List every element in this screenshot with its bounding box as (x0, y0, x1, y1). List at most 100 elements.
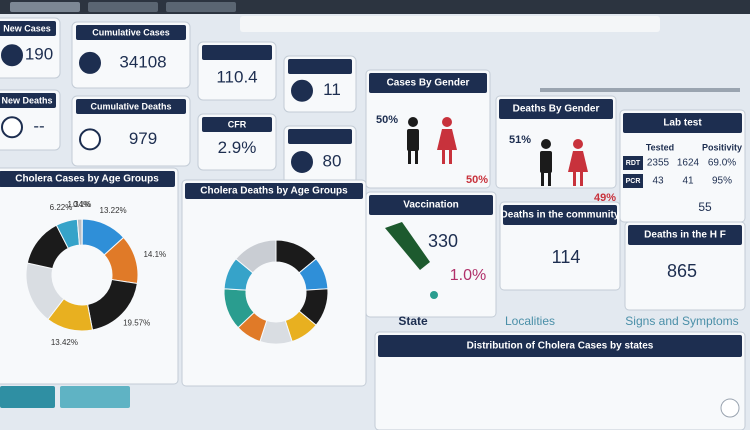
label: 50% (376, 114, 398, 126)
panel-title: Lab test (663, 118, 702, 129)
browser-tab[interactable] (166, 2, 236, 12)
panel-header (378, 335, 742, 357)
person-head (541, 139, 551, 149)
kpi-value: 80 (323, 151, 342, 170)
kpi-header (76, 25, 186, 40)
kpi-value: 2.9% (218, 138, 257, 157)
label: 865 (667, 261, 697, 281)
kpi-icon (79, 128, 101, 151)
lab-cell: 69.0% (708, 158, 736, 169)
panel (181, 179, 367, 387)
lab-cell: 95% (712, 176, 732, 187)
person-leg (573, 172, 576, 186)
address-bar[interactable] (240, 16, 660, 32)
kpi-icon (291, 79, 313, 102)
person-leg (408, 150, 411, 164)
label: Positivity (702, 142, 742, 152)
kpi-value: -- (33, 117, 44, 136)
panel-title: Vaccination (403, 200, 459, 211)
kpi-value: 11 (323, 80, 341, 99)
panel-title: Cholera Cases by Age Groups (15, 174, 159, 185)
kpi-header (0, 21, 56, 36)
lab-cell: 1624 (677, 158, 700, 169)
panel-header (369, 73, 487, 93)
browser-tab[interactable] (88, 2, 158, 12)
tab: Localities (505, 314, 555, 328)
person-leg (449, 150, 452, 164)
lab-cell: 41 (682, 176, 694, 187)
kpi-header (288, 129, 352, 144)
donut-segment (76, 218, 83, 246)
person-head (442, 117, 452, 127)
kpi-icon (1, 44, 23, 67)
data-label: 0.1% (73, 200, 91, 209)
kpi-title: Cumulative Deaths (90, 101, 171, 111)
kpi-value: 34108 (119, 52, 166, 71)
tab: Signs and Symptoms (625, 314, 738, 328)
label: 50% (466, 174, 488, 186)
data-label: 13.42% (51, 338, 78, 347)
kpi-icon (79, 51, 101, 74)
panel-title: Deaths By Gender (513, 104, 600, 115)
person-leg (415, 150, 418, 164)
panel-title: Deaths in the community (501, 210, 620, 221)
label: 55 (698, 200, 712, 214)
data-label: 1.34% (67, 200, 90, 209)
donut-segment (235, 239, 277, 274)
label: 114 (552, 247, 581, 267)
lab-chip (623, 174, 643, 188)
browser-tab[interactable] (10, 2, 80, 12)
panel-header (0, 171, 175, 187)
person-body (437, 129, 457, 150)
panel-title: Distribution of Cholera Cases by states (467, 341, 654, 352)
panel-header (185, 183, 363, 199)
kpi-title: CFR (228, 119, 247, 129)
kpi-header (202, 117, 272, 132)
data-label: 19.57% (123, 319, 150, 328)
label: 330 (428, 231, 458, 251)
zoom-button (720, 398, 740, 418)
kpi-title: New Deaths (1, 95, 52, 105)
data-label: 14.1% (143, 250, 166, 259)
label: Tested (646, 142, 674, 152)
panel (0, 167, 179, 385)
kpi-header (288, 59, 352, 74)
person-head (573, 139, 583, 149)
lab-cell: PCR (626, 178, 641, 185)
person-leg (580, 172, 583, 186)
vaccine-icon (385, 222, 430, 270)
kpi-title: New Cases (3, 23, 51, 33)
slider[interactable] (540, 88, 740, 92)
panel-header (623, 113, 742, 133)
kpi-value: 979 (129, 129, 157, 148)
tab: State (398, 314, 428, 328)
kpi-icon (1, 116, 23, 139)
panel-header (499, 99, 613, 119)
person-body (540, 151, 552, 173)
panel-header (369, 195, 493, 215)
panel (365, 69, 491, 189)
label: 51% (509, 134, 531, 146)
panel-title: Cholera Deaths by Age Groups (200, 186, 348, 197)
person-head (408, 117, 418, 127)
lab-cell: 43 (652, 176, 664, 187)
person-leg (548, 172, 551, 186)
nav-button[interactable] (0, 386, 55, 408)
data-label: 13.22% (100, 206, 127, 215)
lab-cell: 2355 (647, 158, 670, 169)
kpi-value: 190 (25, 45, 53, 64)
kpi-header (0, 93, 56, 108)
lab-chip (623, 156, 643, 170)
person-body (568, 151, 588, 172)
panel-title: Cases By Gender (387, 78, 470, 89)
data-label: 6.22% (50, 203, 73, 212)
person-leg (442, 150, 445, 164)
person-leg (541, 172, 544, 186)
person-body (407, 129, 419, 151)
panel-header (628, 225, 742, 245)
nav-button[interactable] (60, 386, 130, 408)
kpi-value: 110.4 (216, 67, 257, 86)
label: 1.0% (450, 267, 486, 284)
panel-header (503, 205, 617, 225)
